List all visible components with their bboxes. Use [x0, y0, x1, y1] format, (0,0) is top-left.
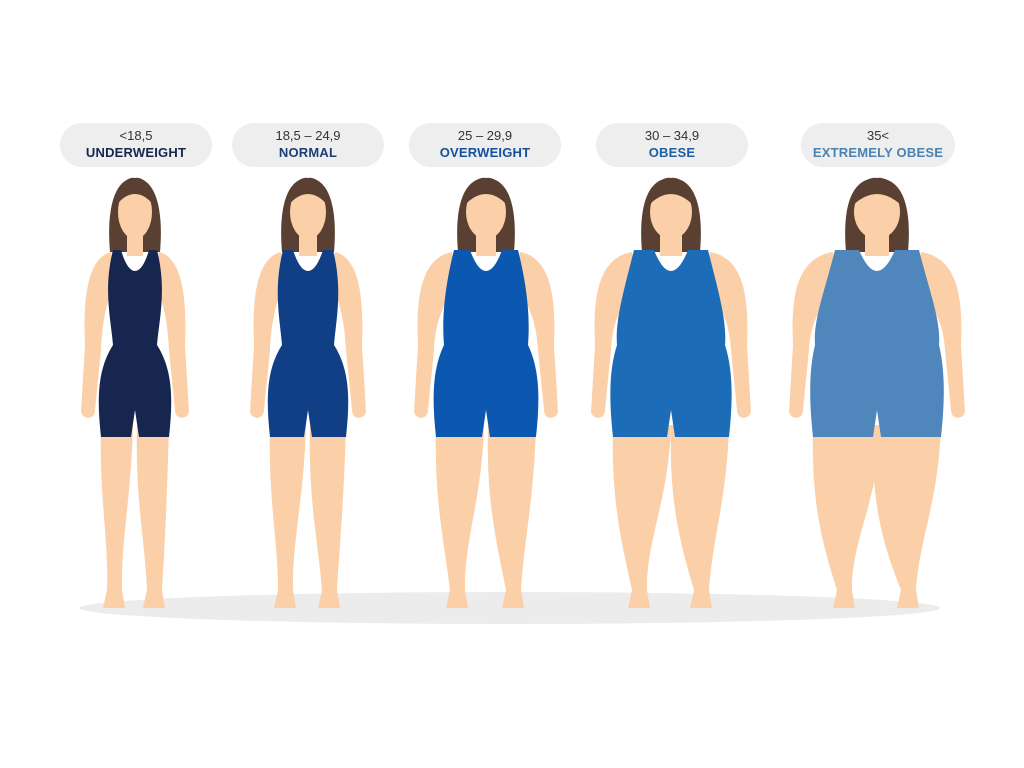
arm-right — [516, 252, 558, 418]
category-label-underweight: <18,5 UNDERWEIGHT — [60, 123, 212, 167]
leg-right — [670, 425, 729, 608]
swimsuit — [433, 250, 539, 437]
hair-top — [464, 177, 508, 206]
figure-normal — [250, 177, 366, 608]
face — [290, 185, 326, 239]
face — [854, 185, 900, 239]
leg-left — [100, 425, 133, 608]
bmi-range-overweight: 25 – 29,9 — [457, 128, 513, 143]
leg-right — [487, 425, 536, 608]
bmi-range-obese: 30 – 34,9 — [644, 128, 700, 143]
hair-top — [116, 177, 154, 206]
swimsuit — [810, 250, 944, 437]
category-name-underweight: UNDERWEIGHT — [85, 145, 187, 160]
face — [650, 185, 692, 239]
category-name-overweight: OVERWEIGHT — [439, 145, 531, 160]
swimsuit — [610, 250, 732, 437]
category-label-obese: 30 – 34,9 OBESE — [596, 123, 748, 167]
category-label-normal: 18,5 – 24,9 NORMAL — [232, 123, 384, 167]
bmi-range-extremely-obese: 35< — [866, 128, 890, 143]
category-name-normal: NORMAL — [278, 145, 338, 160]
swimsuit — [267, 250, 349, 437]
arm-right — [155, 252, 189, 418]
category-name-extremely-obese: EXTREMELY OBESE — [812, 145, 944, 160]
hair-top — [288, 177, 328, 206]
arm-right — [331, 252, 366, 418]
leg-left — [812, 425, 881, 608]
bmi-range-underweight: <18,5 — [119, 128, 153, 143]
category-name-obese: OBESE — [648, 145, 696, 160]
leg-right — [136, 425, 169, 608]
category-label-overweight: 25 – 29,9 OVERWEIGHT — [409, 123, 561, 167]
face — [466, 185, 506, 239]
face — [118, 185, 152, 239]
bmi-range-normal: 18,5 – 24,9 — [275, 128, 341, 143]
figure-obese — [591, 177, 751, 608]
category-label-extremely-obese: 35< EXTREMELY OBESE — [801, 123, 955, 167]
arm-left — [81, 252, 115, 418]
hair-top — [648, 177, 694, 206]
leg-left — [612, 425, 671, 608]
figure-overweight — [414, 177, 558, 608]
leg-right — [309, 425, 346, 608]
arm-left — [414, 252, 456, 418]
leg-right — [872, 425, 941, 608]
swimsuit — [98, 250, 172, 437]
leg-left — [435, 425, 484, 608]
arm-left — [250, 252, 285, 418]
figure-extremely-obese — [789, 177, 965, 608]
figure-underweight — [81, 177, 189, 608]
hair-top — [852, 177, 902, 206]
leg-left — [269, 425, 306, 608]
